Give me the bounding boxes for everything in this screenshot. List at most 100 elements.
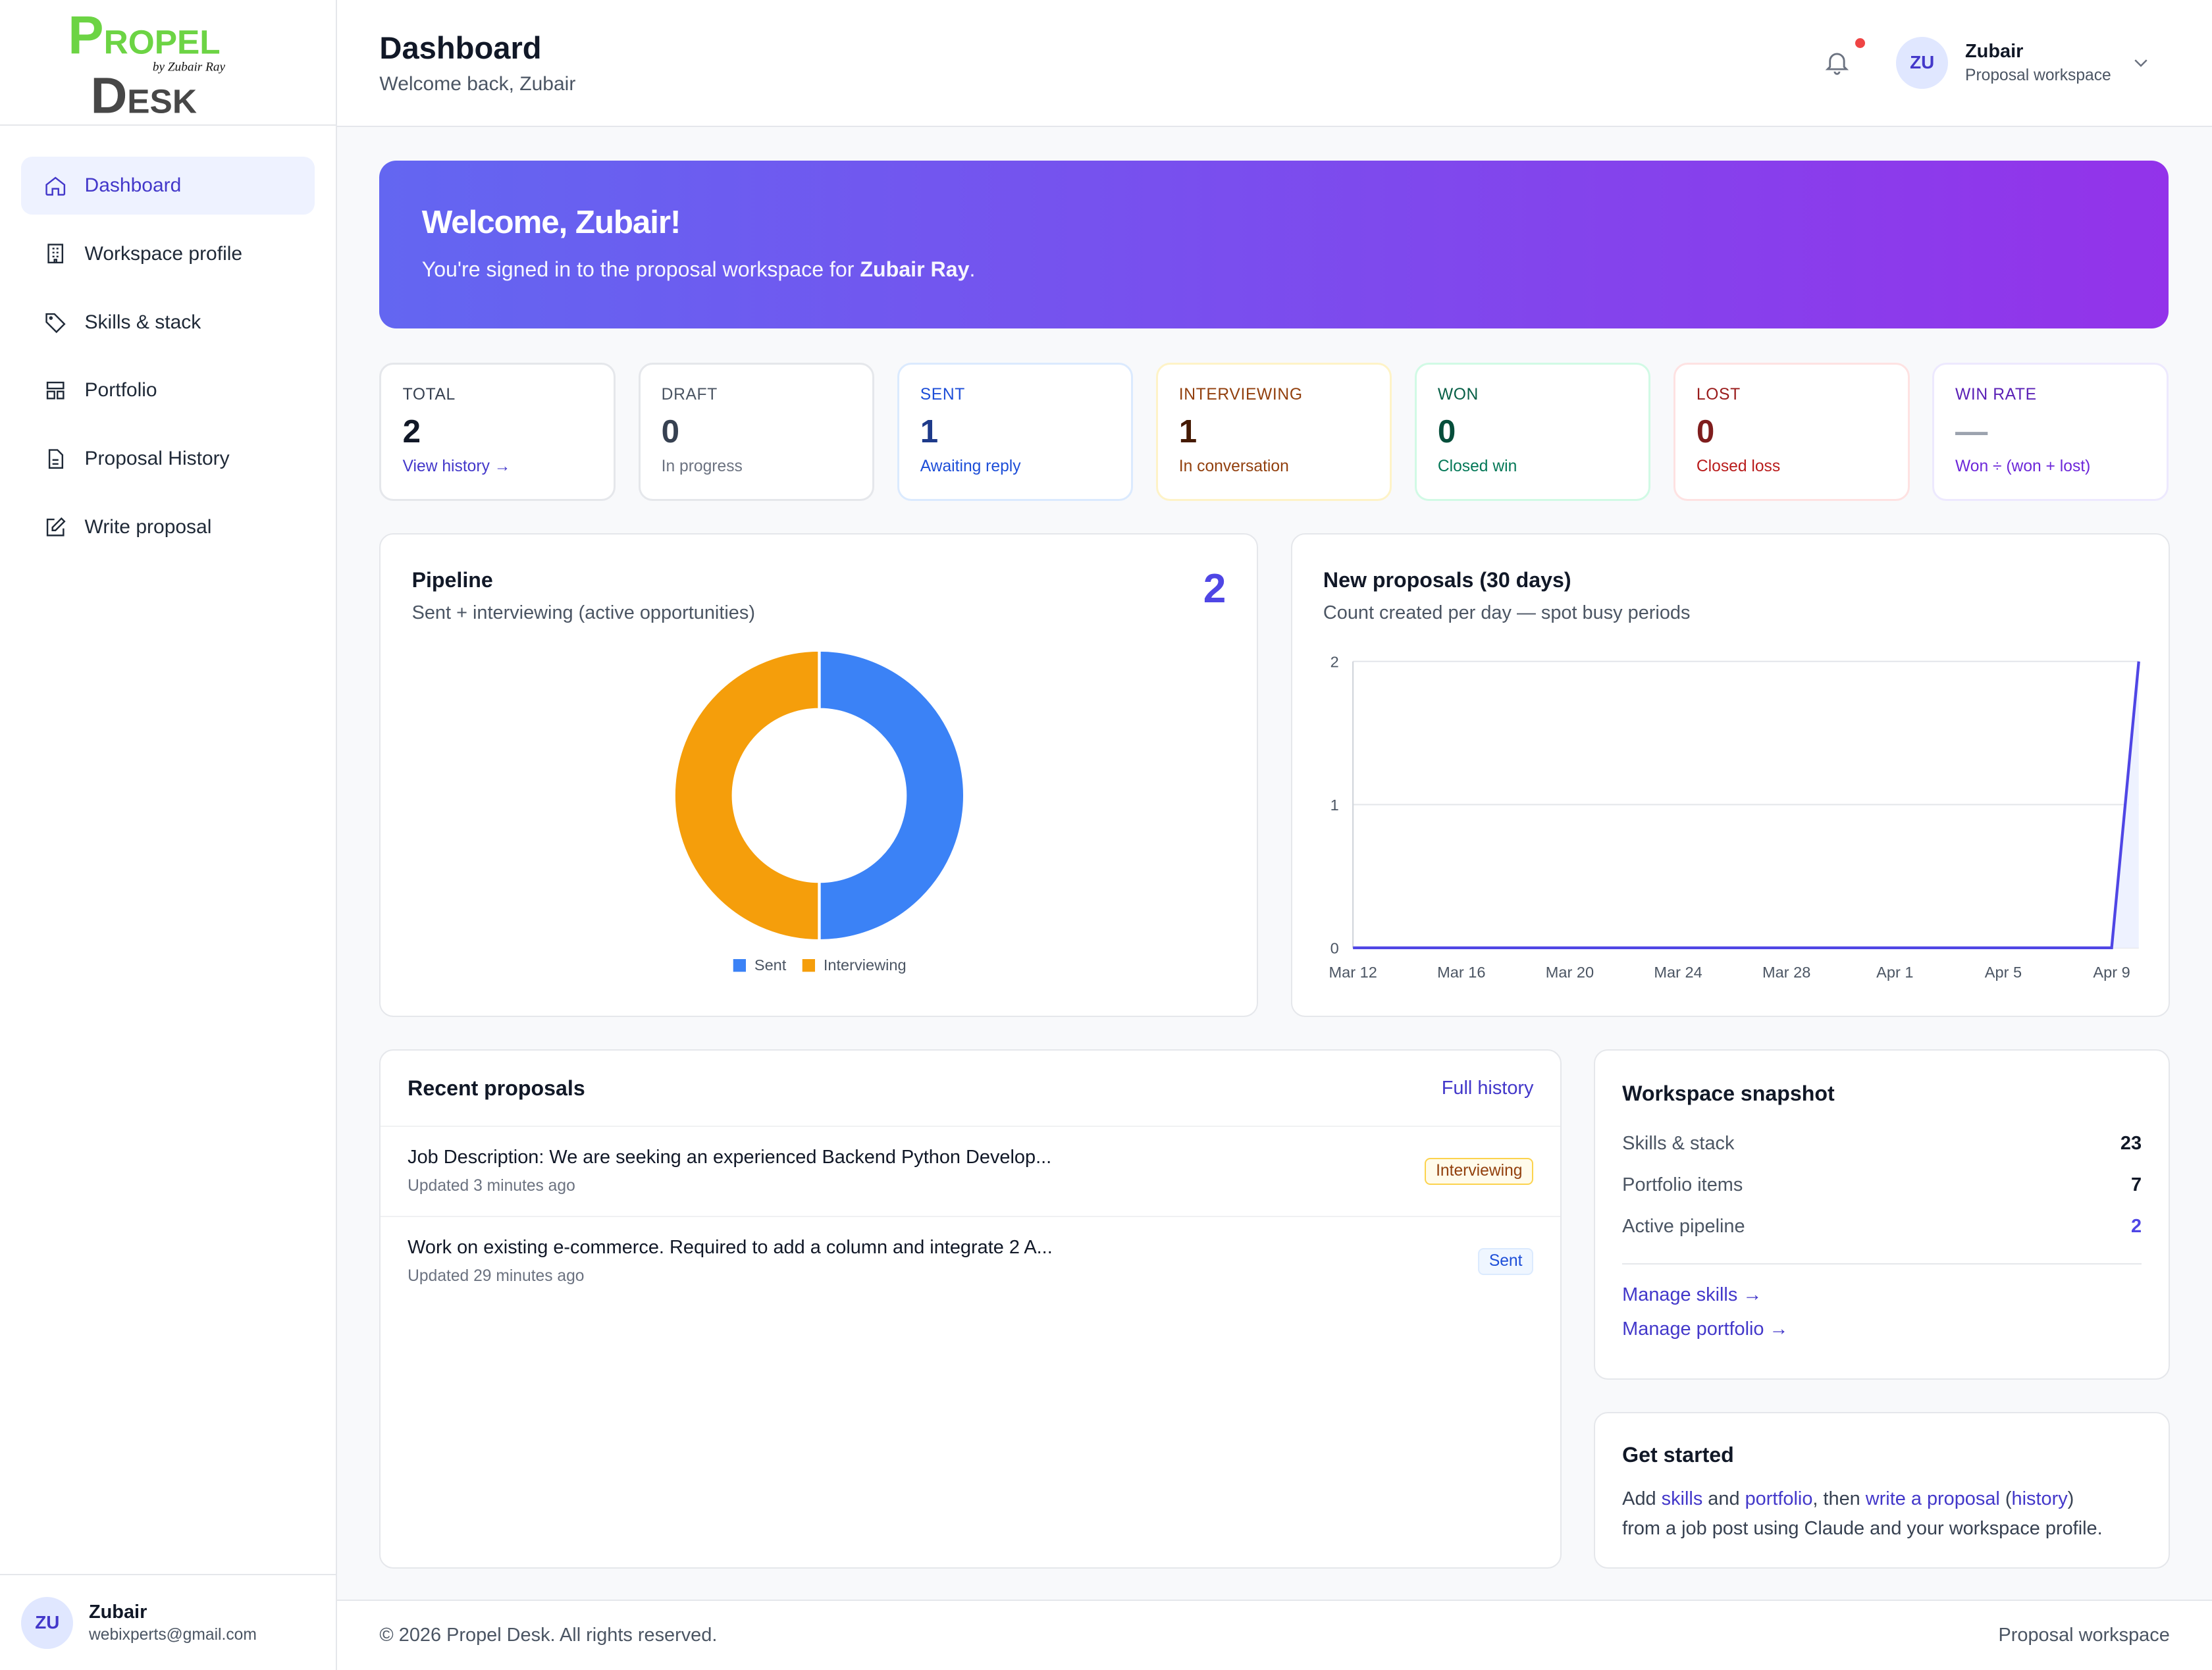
x-tick-label: Apr 5 bbox=[1985, 964, 2022, 981]
proposal-row[interactable]: Job Description: We are seeking an exper… bbox=[381, 1125, 1561, 1216]
welcome-banner: Welcome, Zubair! You're signed in to the… bbox=[379, 161, 2169, 329]
stat-label: LOST bbox=[1696, 385, 1741, 404]
stat-value: — bbox=[1955, 413, 1988, 450]
stat-sub: Closed loss bbox=[1696, 457, 1781, 476]
sidebar-item-label: Workspace profile bbox=[84, 242, 243, 265]
legend-swatch bbox=[733, 959, 747, 972]
banner-text: You're signed in to the proposal workspa… bbox=[422, 257, 2126, 282]
snapshot-row: Portfolio items 7 bbox=[1622, 1174, 2142, 1196]
workspace-snapshot-card: Workspace snapshot Skills & stack 23 Port… bbox=[1594, 1049, 2170, 1380]
sidebar-item-proposal-history[interactable]: Proposal History bbox=[21, 430, 315, 488]
snapshot-title: Workspace snapshot bbox=[1622, 1082, 1835, 1106]
proposal-row[interactable]: Work on existing e-commerce. Required to… bbox=[381, 1216, 1561, 1306]
full-history-link[interactable]: Full history bbox=[1441, 1078, 1534, 1099]
logo[interactable]: PROPEL by Zubair Ray DESK bbox=[0, 0, 336, 126]
stat-label: WIN RATE bbox=[1955, 385, 2037, 404]
logo-rest: ESK bbox=[127, 82, 197, 118]
sidebar-item-label: Portfolio bbox=[84, 379, 157, 402]
stat-sub: Won ÷ (won + lost) bbox=[1955, 457, 2091, 476]
legend-swatch bbox=[803, 959, 816, 972]
user-email: webixperts@gmail.com bbox=[88, 1625, 257, 1644]
page-subtitle: Welcome back, Zubair bbox=[379, 73, 576, 95]
avatar: ZU bbox=[1896, 36, 1949, 89]
get-started-card: Get started Add skills and portfolio, th… bbox=[1594, 1412, 2170, 1569]
text: ( bbox=[1999, 1488, 2012, 1509]
logo-text-bottom: DESK bbox=[90, 67, 196, 118]
new-proposals-subtitle: Count created per day — spot busy period… bbox=[1323, 602, 1691, 624]
write-proposal-link[interactable]: write a proposal bbox=[1865, 1488, 2000, 1509]
logo-initial: D bbox=[90, 67, 127, 118]
document-icon bbox=[49, 449, 64, 469]
snapshot-value: 23 bbox=[2120, 1133, 2142, 1155]
stat-value: 1 bbox=[1178, 413, 1198, 450]
sidebar: PROPEL by Zubair Ray DESK Dashboard Work… bbox=[0, 0, 338, 1670]
pipeline-card: Pipeline Sent + interviewing (active opp… bbox=[379, 533, 1259, 1018]
stat-card-draft: DRAFT 0 In progress bbox=[638, 362, 875, 501]
sidebar-item-write-proposal[interactable]: Write proposal bbox=[21, 498, 315, 556]
stat-sub: Awaiting reply bbox=[920, 457, 1021, 476]
legend-label: Sent bbox=[754, 956, 787, 974]
portfolio-link[interactable]: portfolio bbox=[1745, 1488, 1813, 1509]
bell-icon[interactable] bbox=[1823, 48, 1851, 76]
banner-name: Zubair Ray bbox=[860, 257, 970, 282]
building-icon bbox=[47, 244, 64, 264]
text: ) bbox=[2067, 1488, 2074, 1509]
snapshot-label: Skills & stack bbox=[1622, 1133, 1735, 1155]
snapshot-label: Active pipeline bbox=[1622, 1216, 1745, 1238]
stat-card-total[interactable]: TOTAL 2 View history → bbox=[379, 362, 616, 501]
proposal-updated: Updated 3 minutes ago bbox=[408, 1176, 575, 1195]
stat-sub[interactable]: View history → bbox=[402, 457, 511, 476]
manage-skills-link[interactable]: Manage skills → bbox=[1622, 1284, 1762, 1305]
logo-rest: ROPEL bbox=[103, 22, 220, 61]
x-tick-label: Mar 24 bbox=[1654, 964, 1702, 981]
stat-value: 2 bbox=[402, 413, 421, 450]
stat-sub: In progress bbox=[661, 457, 743, 476]
pipeline-donut-chart: Sent Interviewing bbox=[673, 648, 966, 974]
stat-sub: Closed win bbox=[1437, 457, 1517, 476]
recent-title: Recent proposals bbox=[408, 1076, 585, 1100]
sidebar-item-label: Proposal History bbox=[84, 448, 230, 470]
sidebar-item-dashboard[interactable]: Dashboard bbox=[21, 156, 315, 215]
status-badge: Sent bbox=[1477, 1248, 1534, 1275]
x-tick-label: Mar 28 bbox=[1762, 964, 1810, 981]
text: , then bbox=[1812, 1488, 1866, 1509]
logo-initial: P bbox=[68, 9, 103, 66]
x-tick-label: Apr 9 bbox=[2093, 964, 2130, 981]
propel-desk-logo: PROPEL by Zubair Ray DESK bbox=[68, 9, 225, 118]
stat-label: TOTAL bbox=[402, 385, 456, 404]
home-icon bbox=[45, 176, 66, 196]
stat-value: 0 bbox=[1437, 413, 1456, 450]
banner-title: Welcome, Zubair! bbox=[421, 203, 681, 240]
footer-right: Proposal workspace bbox=[1998, 1625, 2170, 1646]
stat-label: DRAFT bbox=[661, 385, 718, 404]
sidebar-item-label: Dashboard bbox=[84, 174, 182, 196]
donut-slice-sent bbox=[818, 648, 966, 943]
snapshot-row: Skills & stack 23 bbox=[1622, 1133, 2142, 1155]
stat-card-lost: LOST 0 Closed loss bbox=[1673, 362, 1910, 501]
sidebar-item-workspace-profile[interactable]: Workspace profile bbox=[21, 225, 315, 283]
snapshot-value: 2 bbox=[2130, 1216, 2142, 1238]
header: Dashboard Welcome back, Zubair ZU Zubair… bbox=[337, 0, 2212, 127]
stat-card-won: WON 0 Closed win bbox=[1414, 362, 1651, 501]
history-link[interactable]: history bbox=[2011, 1488, 2068, 1509]
stats-row: TOTAL 2 View history → DRAFT 0 In progress SEN… bbox=[379, 362, 2169, 501]
stat-label: INTERVIEWING bbox=[1178, 385, 1303, 404]
sidebar-item-skills[interactable]: Skills & stack bbox=[21, 294, 315, 352]
get-started-text: Add skills and portfolio, then write a p… bbox=[1622, 1484, 2142, 1544]
user-name: Zubair bbox=[88, 1601, 147, 1623]
snapshot-row: Active pipeline 2 bbox=[1622, 1216, 2142, 1265]
snapshot-label: Portfolio items bbox=[1622, 1174, 1743, 1196]
skills-link[interactable]: skills bbox=[1661, 1488, 1703, 1509]
manage-portfolio-link[interactable]: Manage portfolio → bbox=[1622, 1318, 1789, 1340]
chevron-down-icon bbox=[2134, 59, 2147, 68]
banner-text-lead: You're signed in to the proposal workspa… bbox=[421, 257, 860, 282]
layout-icon bbox=[47, 382, 65, 400]
tag-icon bbox=[45, 313, 66, 334]
pipeline-title: Pipeline bbox=[411, 568, 493, 592]
sidebar-item-portfolio[interactable]: Portfolio bbox=[21, 362, 315, 420]
user-menu[interactable]: ZU Zubair Proposal workspace bbox=[1896, 36, 2151, 89]
pipeline-subtitle: Sent + interviewing (active opportunitie… bbox=[411, 602, 755, 624]
sidebar-user[interactable]: ZU Zubair webixperts@gmail.com bbox=[0, 1574, 336, 1670]
stat-label: SENT bbox=[920, 385, 965, 404]
new-proposals-card: New proposals (30 days) Count created pe… bbox=[1290, 533, 2170, 1018]
